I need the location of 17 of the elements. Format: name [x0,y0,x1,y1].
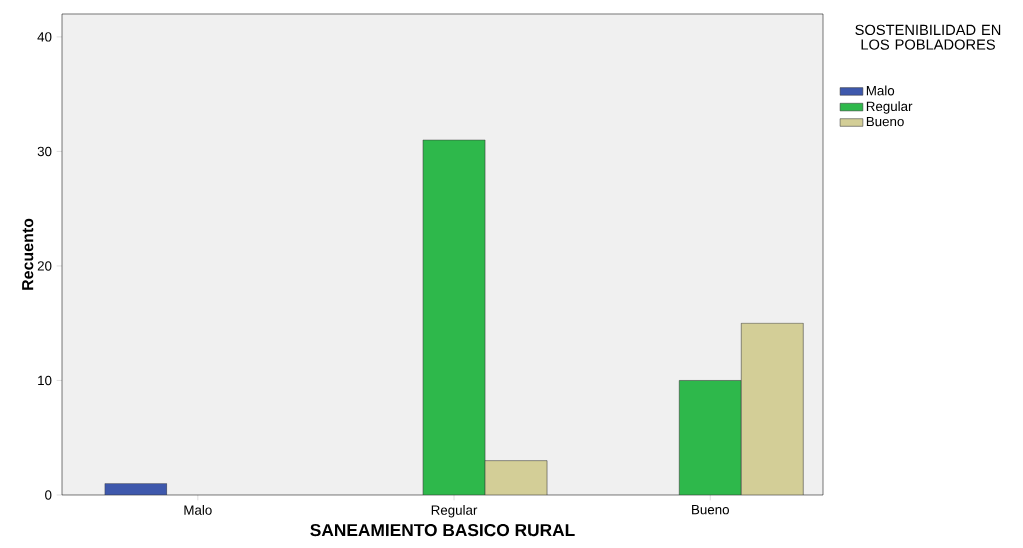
legend-label: Bueno [866,116,904,127]
x-tick-label: Bueno [692,505,729,515]
x-tick-label: Regular [431,505,478,518]
y-axis-title: Recuento [22,218,34,290]
y-tick-label: 0 [45,490,52,500]
legend-label: Regular [866,101,913,114]
legend-title: SOSTENIBILIDAD EN LOS POBLADORES [855,24,1001,50]
bar [104,483,168,495]
y-tick-label: 10 [38,375,52,386]
x-tick-label: Malo [184,505,212,515]
bar [422,139,486,495]
x-axis-title: SANEAMIENTO BASICO RURAL [310,523,575,537]
y-tick-label: 20 [37,261,52,271]
legend-label: Malo [866,85,895,96]
bar [679,380,742,495]
y-tick-label: 40 [37,32,52,42]
y-tick-label: 30 [37,146,52,157]
